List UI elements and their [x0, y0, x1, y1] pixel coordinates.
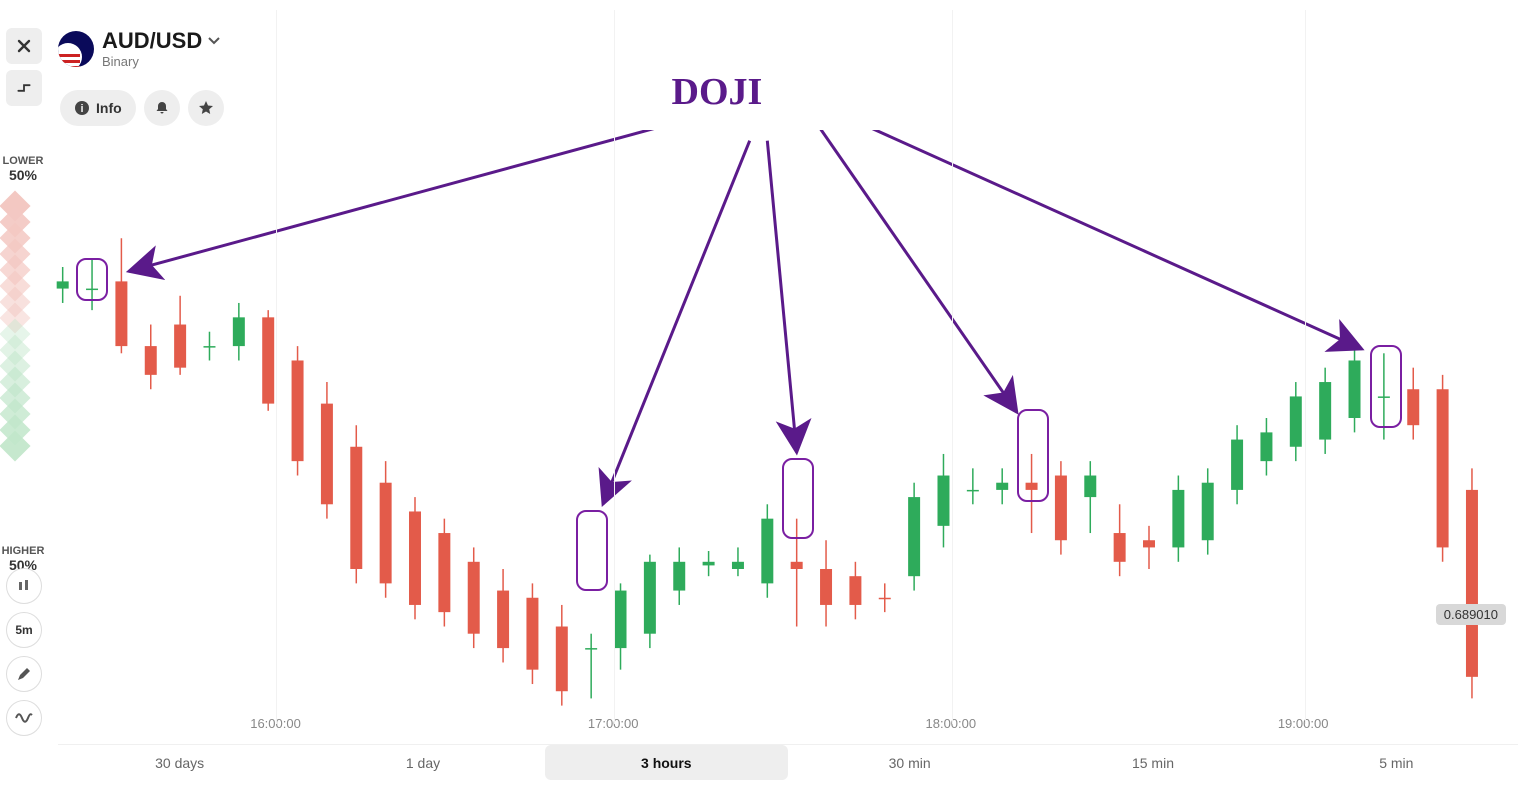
- sentiment-diamonds: [4, 195, 26, 451]
- timeframe-option[interactable]: 3 hours: [545, 745, 788, 780]
- info-label: Info: [96, 100, 122, 116]
- current-price-tag: 0.689010: [1436, 604, 1506, 625]
- lower-label: LOWER: [3, 155, 44, 167]
- alert-button[interactable]: [144, 90, 180, 126]
- timeframe-option[interactable]: 15 min: [1031, 745, 1274, 780]
- pair-flag-icon: [58, 31, 94, 67]
- info-icon: i: [74, 100, 90, 116]
- timeframe-selector: 30 days1 day3 hours30 min15 min5 min: [58, 744, 1518, 780]
- timeframe-option[interactable]: 30 days: [58, 745, 301, 780]
- doji-annotation-label: DOJI: [672, 70, 763, 114]
- header-actions: i Info: [60, 90, 224, 126]
- timeframe-option[interactable]: 30 min: [788, 745, 1031, 780]
- pair-symbol: AUD/USD: [102, 28, 202, 54]
- x-axis-labels: 16:00:0017:00:0018:00:0019:00:00: [48, 716, 1516, 736]
- timeframe-option[interactable]: 5 min: [1275, 745, 1518, 780]
- x-axis-label: 18:00:00: [926, 716, 977, 731]
- pair-name[interactable]: AUD/USD: [102, 28, 220, 54]
- candlestick-chart[interactable]: [48, 130, 1516, 706]
- pair-header: AUD/USD Binary: [58, 28, 220, 69]
- favorite-button[interactable]: [188, 90, 224, 126]
- lower-badge: LOWER 50%: [0, 155, 46, 183]
- higher-label: HIGHER: [2, 545, 45, 557]
- bell-icon: [154, 100, 170, 116]
- lower-pct: 50%: [9, 167, 37, 183]
- collapse-button[interactable]: [6, 70, 42, 106]
- chart-type-button[interactable]: [6, 568, 42, 604]
- chevron-down-icon: [208, 37, 220, 45]
- draw-button[interactable]: [6, 656, 42, 692]
- wave-icon: [15, 712, 33, 724]
- candle-icon: [16, 578, 32, 594]
- indicators-button[interactable]: [6, 700, 42, 736]
- x-axis-label: 19:00:00: [1278, 716, 1329, 731]
- chart-canvas: [48, 130, 1516, 706]
- pair-type: Binary: [102, 54, 220, 69]
- left-mini-toolbar: [6, 28, 42, 106]
- svg-text:i: i: [80, 103, 83, 115]
- timeframe-indicator[interactable]: 5m: [6, 612, 42, 648]
- info-button[interactable]: i Info: [60, 90, 136, 126]
- pencil-icon: [16, 666, 32, 682]
- star-icon: [198, 100, 214, 116]
- close-button[interactable]: [6, 28, 42, 64]
- chart-tools: 5m: [6, 568, 42, 736]
- timeframe-option[interactable]: 1 day: [301, 745, 544, 780]
